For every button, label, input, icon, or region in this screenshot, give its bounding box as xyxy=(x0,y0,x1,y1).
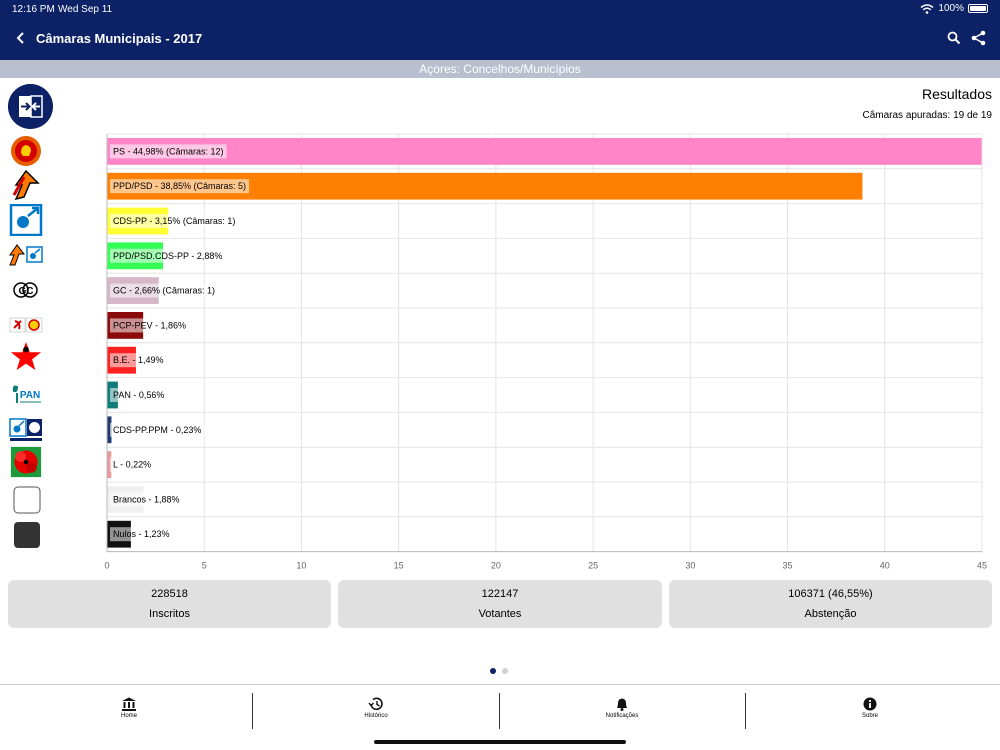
stat-label: Abstenção xyxy=(804,608,857,620)
page-dot-1[interactable] xyxy=(490,668,496,674)
bar-label-background xyxy=(110,318,190,333)
bar-cds-pp-ppm xyxy=(107,416,112,444)
cds-pp-ppm-logo xyxy=(9,418,42,441)
status-date: Wed Sep 11 xyxy=(58,4,113,15)
bar-label-background xyxy=(110,492,183,507)
bar-label: PPD/PSD.CDS-PP - 2,88% xyxy=(113,251,222,261)
stat-card-votantes: 122147 Votantes xyxy=(338,580,662,628)
pan-logo: PAN xyxy=(12,385,41,403)
x-tick-label: 15 xyxy=(394,561,404,571)
bar-label: PAN - 0,56% xyxy=(113,390,164,400)
be-logo xyxy=(10,341,42,371)
page-title: Câmaras Municipais - 2017 xyxy=(36,31,203,46)
gc-logo: GC xyxy=(13,282,38,298)
bar-label-background xyxy=(110,283,219,298)
stat-label: Inscritos xyxy=(149,608,190,620)
ps-logo xyxy=(11,136,41,166)
x-tick-label: 10 xyxy=(296,561,306,571)
stat-value: 106371 (46,55%) xyxy=(788,588,873,600)
tab-divider xyxy=(252,693,253,729)
swap-view-button[interactable] xyxy=(8,84,53,129)
x-tick-label: 5 xyxy=(202,561,207,571)
bar-label-background xyxy=(110,214,239,228)
bar-label: CDS-PP.PPM - 0,23% xyxy=(113,425,201,435)
tab-label: Home xyxy=(120,713,137,719)
ppd-psd-cds-pp-logo xyxy=(9,244,43,266)
bar-label-background xyxy=(110,144,227,159)
svg-text:PAN: PAN xyxy=(20,390,40,401)
bell-icon xyxy=(617,698,627,711)
bar-label: CDS-PP - 3,15% (Câmaras: 1) xyxy=(113,216,235,226)
bar-label: Nulos - 1,23% xyxy=(113,529,170,539)
battery-percent: 100% xyxy=(938,3,964,14)
bank-icon xyxy=(122,697,136,711)
cds-pp-logo xyxy=(9,204,43,236)
search-icon[interactable] xyxy=(946,30,962,46)
stat-value: 122147 xyxy=(481,588,519,600)
tab-divider xyxy=(745,693,746,729)
stat-value: 228518 xyxy=(151,588,188,600)
bar-label-background xyxy=(110,457,155,472)
x-tick-label: 45 xyxy=(977,561,987,571)
bar-label-background xyxy=(110,422,205,437)
bar-label: Brancos - 1,88% xyxy=(113,494,180,504)
bar-label-background xyxy=(110,527,173,542)
nulos-logo xyxy=(14,522,40,548)
results-title: Resultados xyxy=(921,86,992,102)
info-icon xyxy=(863,697,877,711)
brancos-logo xyxy=(13,486,41,514)
bar-label: PPD/PSD - 38,85% (Câmaras: 5) xyxy=(113,181,246,191)
x-tick-label: 30 xyxy=(685,561,695,571)
results-bar-chart: 0 5 10 15 20 25 30 35 40 45 PS - 44,98% (Câmaras: … xyxy=(104,133,987,571)
bar-label: PS - 44,98% (Câmaras: 12) xyxy=(113,146,224,156)
stat-label: Votantes xyxy=(478,608,522,620)
region-subtitle: Açores: Concelhos/Municípios xyxy=(0,60,1000,78)
pcp-pev-logo xyxy=(9,317,43,333)
tab-divider xyxy=(499,693,500,729)
stat-card-inscritos: 228518 Inscritos xyxy=(8,580,331,628)
x-tick-label: 20 xyxy=(491,561,501,571)
tab-label: Histórico xyxy=(364,713,388,719)
bottom-tab-bar: Home Histórico Notificações xyxy=(0,684,1000,750)
share-icon[interactable] xyxy=(970,30,988,46)
x-tick-label: 0 xyxy=(104,561,109,571)
bar-label: B.E. - 1,49% xyxy=(113,355,164,365)
page-indicator xyxy=(490,668,508,674)
bar-label-background xyxy=(110,388,168,402)
bar-label: L - 0,22% xyxy=(113,460,151,470)
stat-card-abstencao: 106371 (46,55%) Abstenção xyxy=(669,580,992,628)
tab-label: Notificações xyxy=(605,713,639,719)
x-tick-label: 35 xyxy=(783,561,793,571)
top-header: 12:16 PM Wed Sep 11 100% Câmaras Municip… xyxy=(0,0,1000,60)
bar-ps xyxy=(107,138,982,165)
bar-label: PCP-PEV - 1,86% xyxy=(113,320,186,330)
ppd-psd-logo xyxy=(12,169,40,201)
history-icon xyxy=(368,697,383,711)
status-right: 100% xyxy=(920,3,988,14)
bar-l xyxy=(107,451,112,478)
tab-home[interactable]: Home xyxy=(9,693,249,733)
bar-label-background xyxy=(110,248,226,263)
x-tick-label: 25 xyxy=(588,561,598,571)
wifi-icon xyxy=(920,3,934,14)
page-dot-2[interactable] xyxy=(502,668,508,674)
x-tick-label: 40 xyxy=(880,561,890,571)
svg-text:GC: GC xyxy=(19,286,34,297)
tab-notificacoes[interactable]: Notificações xyxy=(502,693,742,733)
home-indicator xyxy=(374,740,626,744)
tab-sobre[interactable]: Sobre xyxy=(750,693,990,733)
tab-label: Sobre xyxy=(861,713,878,719)
status-time: 12:16 PM xyxy=(12,4,55,15)
battery-icon xyxy=(968,4,988,13)
back-button[interactable] xyxy=(12,29,30,47)
tab-historico[interactable]: Histórico xyxy=(256,693,496,733)
results-count: Câmaras apuradas: 19 de 19 xyxy=(862,110,992,121)
livre-logo xyxy=(10,446,42,478)
bar-label-background xyxy=(110,353,167,368)
bar-label: GC - 2,66% (Câmaras: 1) xyxy=(113,286,215,296)
bar-label-background xyxy=(110,179,250,194)
